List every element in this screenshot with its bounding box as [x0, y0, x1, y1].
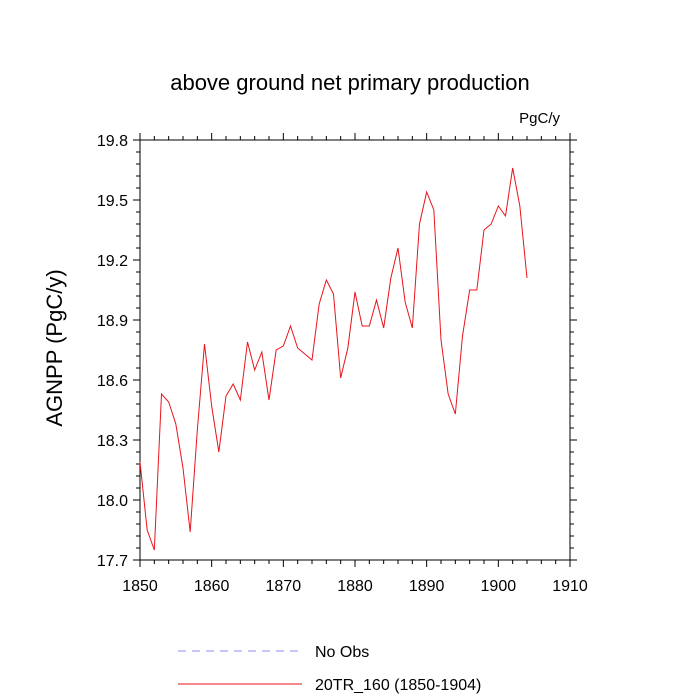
x-tick-label: 1850	[122, 578, 158, 595]
y-tick-label: 18.3	[97, 433, 128, 450]
x-tick-label: 1860	[194, 578, 230, 595]
series-line-1	[139, 167, 528, 551]
y-tick-label: 19.5	[97, 193, 128, 210]
legend-label: No Obs	[315, 644, 369, 661]
y-tick-label: 19.2	[97, 253, 128, 270]
tick-labels: 1850 1860 1870 1880 1890 1900 1910 17.7 18.0 18.3…	[97, 133, 588, 595]
chart-title: above ground net primary production	[170, 70, 530, 95]
y-tick-label: 18.0	[97, 493, 128, 510]
y-tick-label: 18.6	[97, 373, 128, 390]
y-tick-label: 19.8	[97, 133, 128, 150]
axis-ticks	[133, 133, 577, 567]
series-group	[139, 167, 528, 551]
y-tick-label: 18.9	[97, 313, 128, 330]
y-tick-label: 17.7	[97, 553, 128, 570]
y-axis-label: AGNPP (PgC/y)	[42, 269, 67, 426]
x-tick-label: 1870	[266, 578, 302, 595]
legend-label: 20TR_160 (1850-1904)	[315, 677, 481, 694]
x-tick-label: 1910	[552, 578, 588, 595]
x-tick-label: 1900	[481, 578, 517, 595]
units-label: PgC/y	[519, 110, 560, 127]
x-tick-label: 1890	[409, 578, 445, 595]
x-tick-label: 1880	[337, 578, 373, 595]
legend: No Obs 20TR_160 (1850-1904)	[178, 644, 481, 694]
